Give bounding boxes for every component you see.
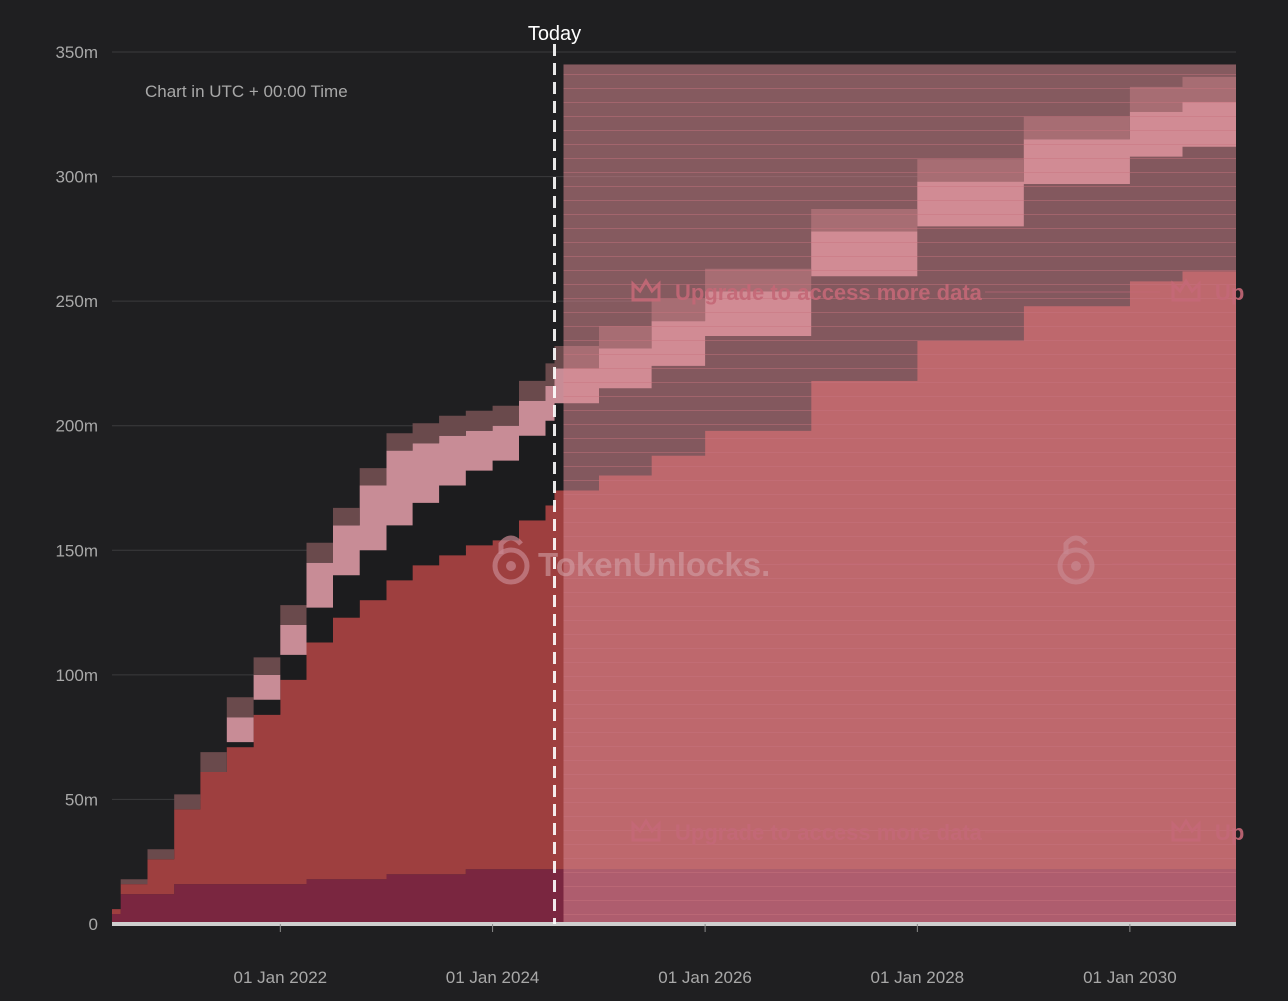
x-tick-label: 01 Jan 2024 (446, 968, 540, 987)
future-overlay: Upgrade to access more data Up Upgrade to … (492, 64, 1244, 924)
crown-icon (1171, 818, 1201, 842)
crown-icon (1171, 278, 1201, 302)
utc-note: Chart in UTC + 00:00 Time (145, 82, 348, 101)
today-label: Today (528, 23, 581, 45)
x-tick-label: 01 Jan 2030 (1083, 968, 1177, 987)
y-tick-label: 350m (55, 43, 98, 62)
y-tick-label: 50m (65, 790, 98, 809)
y-tick-label: 150m (55, 541, 98, 560)
x-tick-label: 01 Jan 2026 (658, 968, 752, 987)
x-tick-label: 01 Jan 2022 (234, 968, 328, 987)
upgrade-text: Upgrade to access more data (675, 820, 983, 845)
upgrade-text-partial: Up (1215, 280, 1244, 305)
upgrade-text-partial: Up (1215, 820, 1244, 845)
x-tick-label: 01 Jan 2028 (871, 968, 965, 987)
upgrade-text: Upgrade to access more data (675, 280, 983, 305)
y-axis: 0 50m 100m 150m 200m 250m 300m 350m (55, 43, 98, 934)
lock-logo-icon (1057, 547, 1095, 585)
x-axis: 01 Jan 2022 01 Jan 2024 01 Jan 2026 01 Jan … (112, 922, 1236, 987)
watermark-text: TokenUnlocks. (538, 546, 770, 583)
lock-logo-shackle (1063, 535, 1088, 554)
future-overlay-rect (563, 64, 1236, 924)
today-marker: Today (528, 23, 581, 924)
y-tick-label: 250m (55, 292, 98, 311)
y-tick-label: 0 (89, 915, 98, 934)
lock-logo-shackle (498, 535, 523, 554)
crown-icon (631, 818, 661, 842)
lock-logo-dot (1071, 561, 1081, 571)
y-tick-label: 300m (55, 168, 98, 187)
y-tick-label: 200m (55, 417, 98, 436)
lock-logo-icon (492, 547, 530, 585)
y-tick-label: 100m (55, 666, 98, 685)
lock-logo-dot (506, 561, 516, 571)
crown-icon (631, 278, 661, 302)
